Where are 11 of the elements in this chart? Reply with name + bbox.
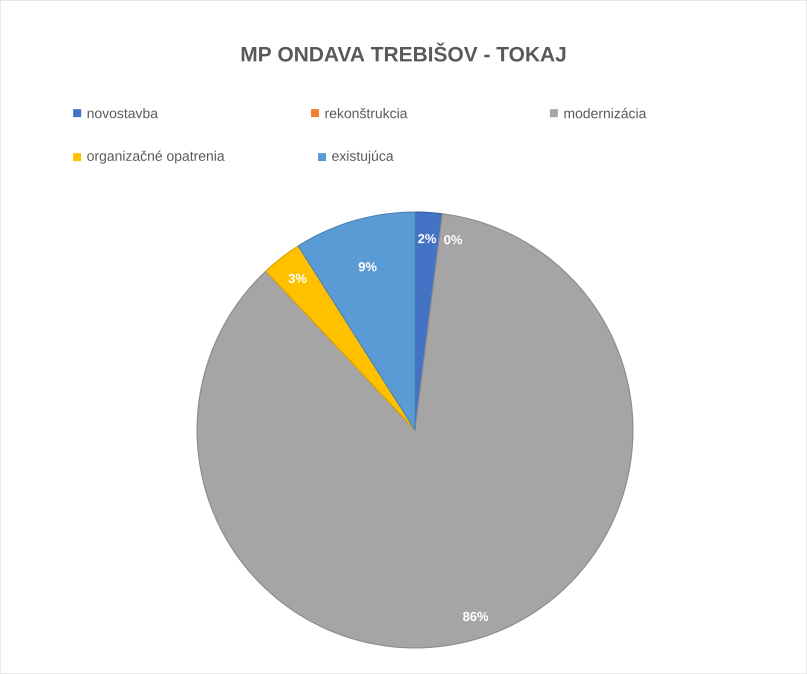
legend-label: existujúca (332, 150, 394, 164)
legend-label: novostavba (88, 108, 158, 118)
chart-title: MP ONDAVA TREBIŠOV - TOKAJ (242, 42, 566, 62)
data-label: 9% (358, 262, 377, 272)
data-label: 3% (288, 274, 306, 284)
text: 0% (444, 235, 462, 244)
legend-label: rekonštrukcia (325, 108, 408, 118)
data-label: 86% (463, 612, 488, 622)
data-label: 2% (418, 234, 436, 244)
legend-label: organizačné opatrenia (87, 150, 225, 164)
legend-label: modernizácia (564, 108, 646, 118)
